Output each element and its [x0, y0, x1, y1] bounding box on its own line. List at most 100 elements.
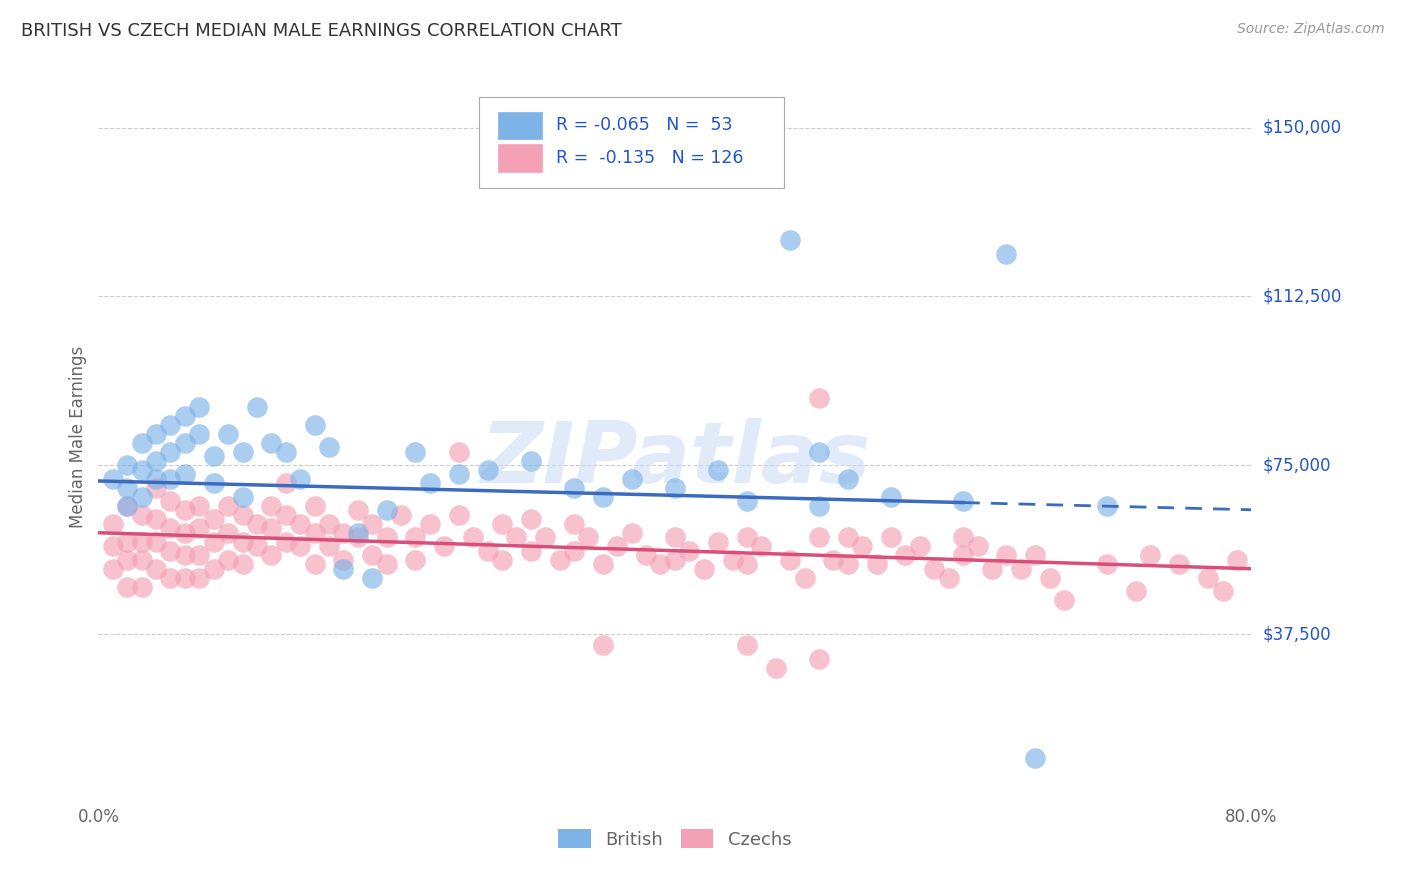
- Point: [346, 530, 368, 544]
- Point: [131, 580, 153, 594]
- Point: [678, 543, 700, 558]
- Point: [145, 512, 167, 526]
- Point: [520, 512, 543, 526]
- Point: [1226, 553, 1249, 567]
- Point: [1197, 571, 1219, 585]
- Point: [620, 525, 643, 540]
- Point: [520, 543, 543, 558]
- Point: [419, 476, 441, 491]
- Point: [477, 463, 499, 477]
- Point: [578, 530, 600, 544]
- Point: [361, 571, 384, 585]
- Point: [290, 516, 312, 531]
- Point: [274, 444, 297, 458]
- Point: [231, 508, 254, 522]
- Point: [1010, 562, 1032, 576]
- Point: [117, 499, 139, 513]
- Point: [375, 558, 398, 572]
- Point: [664, 553, 686, 567]
- Point: [131, 508, 153, 522]
- Point: [260, 499, 283, 513]
- Point: [562, 543, 585, 558]
- FancyBboxPatch shape: [499, 112, 543, 139]
- Point: [202, 449, 225, 463]
- Point: [592, 490, 614, 504]
- Point: [361, 516, 384, 531]
- Point: [707, 534, 730, 549]
- Point: [101, 516, 124, 531]
- Point: [995, 246, 1018, 260]
- Point: [246, 539, 269, 553]
- FancyBboxPatch shape: [499, 144, 543, 171]
- Point: [908, 539, 931, 553]
- Point: [145, 481, 167, 495]
- Point: [159, 472, 181, 486]
- Text: R =  -0.135   N = 126: R = -0.135 N = 126: [557, 149, 744, 167]
- Point: [562, 481, 585, 495]
- Point: [117, 534, 139, 549]
- Point: [837, 530, 859, 544]
- Point: [1139, 548, 1161, 562]
- Point: [174, 548, 197, 562]
- Point: [202, 476, 225, 491]
- Point: [290, 472, 312, 486]
- Point: [246, 400, 269, 414]
- Point: [837, 558, 859, 572]
- Point: [620, 472, 643, 486]
- Point: [1039, 571, 1062, 585]
- Point: [707, 463, 730, 477]
- Point: [952, 530, 974, 544]
- Point: [361, 548, 384, 562]
- Point: [650, 558, 672, 572]
- Point: [332, 525, 354, 540]
- Point: [304, 525, 326, 540]
- Point: [101, 562, 124, 576]
- Point: [606, 539, 628, 553]
- Point: [332, 553, 354, 567]
- Point: [304, 499, 326, 513]
- FancyBboxPatch shape: [479, 97, 785, 188]
- Point: [231, 558, 254, 572]
- Point: [793, 571, 815, 585]
- Point: [938, 571, 960, 585]
- Point: [837, 472, 859, 486]
- Point: [217, 553, 239, 567]
- Point: [304, 558, 326, 572]
- Point: [851, 539, 873, 553]
- Point: [924, 562, 946, 576]
- Point: [101, 472, 124, 486]
- Point: [491, 516, 513, 531]
- Point: [131, 534, 153, 549]
- Point: [981, 562, 1004, 576]
- Point: [131, 463, 153, 477]
- Point: [145, 426, 167, 441]
- Point: [995, 548, 1018, 562]
- Point: [735, 558, 758, 572]
- Point: [461, 530, 484, 544]
- Point: [447, 508, 470, 522]
- Point: [1212, 584, 1234, 599]
- Point: [389, 508, 412, 522]
- Point: [217, 426, 239, 441]
- Point: [174, 503, 197, 517]
- Point: [117, 481, 139, 495]
- Text: ZIPatlas: ZIPatlas: [479, 417, 870, 500]
- Point: [290, 539, 312, 553]
- Point: [260, 548, 283, 562]
- Point: [145, 453, 167, 467]
- Point: [735, 494, 758, 508]
- Point: [866, 558, 889, 572]
- Point: [592, 638, 614, 652]
- Point: [159, 417, 181, 432]
- Point: [1097, 499, 1119, 513]
- Point: [693, 562, 716, 576]
- Legend: British, Czechs: British, Czechs: [551, 822, 799, 856]
- Point: [808, 652, 831, 666]
- Text: $37,500: $37,500: [1263, 625, 1331, 643]
- Point: [808, 391, 831, 405]
- Point: [346, 525, 368, 540]
- Point: [779, 233, 801, 247]
- Point: [117, 580, 139, 594]
- Point: [548, 553, 571, 567]
- Point: [332, 562, 354, 576]
